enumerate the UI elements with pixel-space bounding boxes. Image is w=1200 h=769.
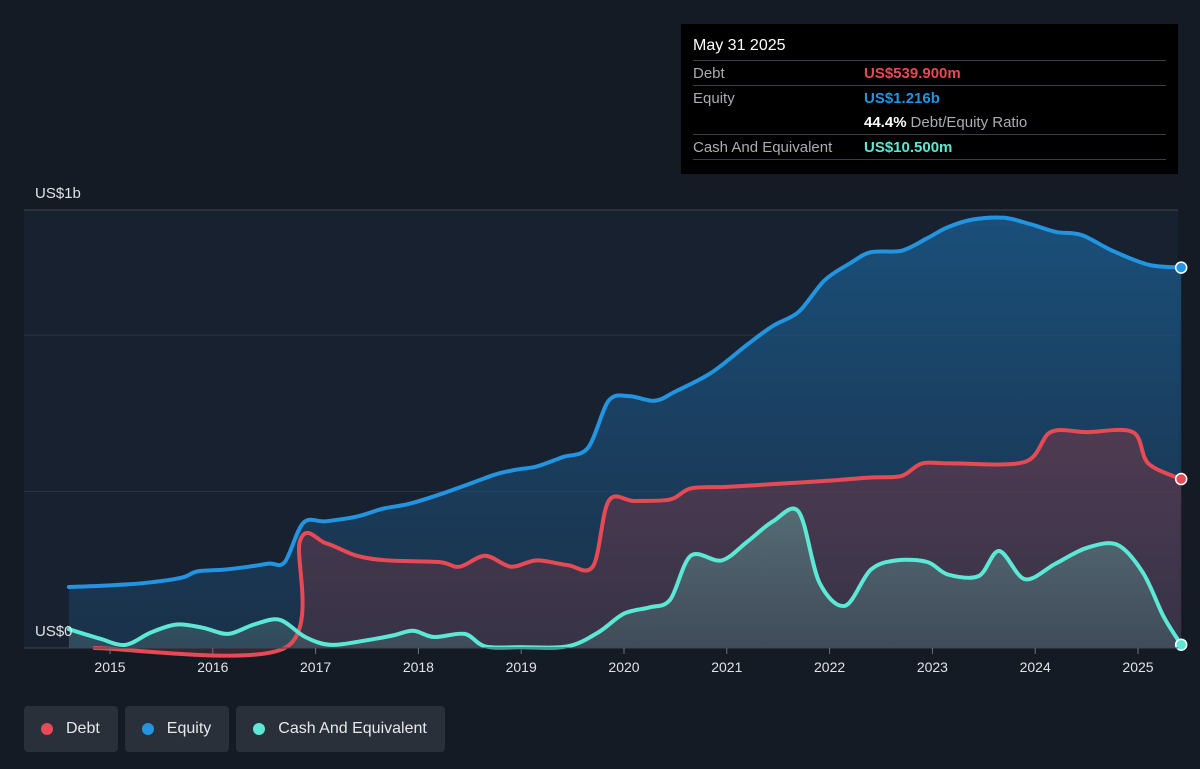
x-tick-label: 2024 (1020, 659, 1051, 675)
x-axis: 2015 2016 2017 2018 2019 2020 2021 2022 2023 2024… (24, 647, 1178, 675)
legend-cash-label: Cash And Equivalent (278, 720, 427, 737)
legend-cash-dot (253, 723, 266, 735)
x-tick-label: 2015 (94, 659, 125, 675)
tooltip-cash-row: Cash And Equivalent US$10.500m (693, 134, 1166, 160)
series-areas (68, 217, 1182, 656)
debt-endpoint (1174, 472, 1188, 486)
legend-item-equity[interactable]: Equity (124, 706, 230, 752)
x-tick-label: 2020 (608, 659, 639, 675)
tooltip-debt-label: Debt (693, 64, 725, 82)
x-tick-label: 2022 (814, 659, 845, 675)
tooltip-debt-row: Debt US$539.900m (693, 60, 1166, 85)
x-tick-label: 2017 (300, 659, 331, 675)
y-axis-zero-label: US$0 (35, 623, 73, 640)
tooltip-equity-value: US$1.216b (864, 89, 940, 107)
x-tick-label: 2023 (917, 659, 948, 675)
legend-item-cash[interactable]: Cash And Equivalent (236, 706, 445, 752)
equity-line (66, 215, 1184, 589)
x-tick-label: 2025 (1122, 659, 1153, 675)
legend-debt-dot (41, 723, 53, 735)
cash-and-equivalent-area (68, 508, 1182, 648)
y-axis-top-label: US$1b (35, 185, 81, 202)
chart-legend: Debt Equity Cash And Equivalent (24, 706, 445, 752)
x-tick-label: 2021 (711, 659, 742, 675)
tooltip-equity-row: Equity US$1.216b (693, 85, 1166, 110)
series-endpoints (1174, 261, 1188, 651)
tooltip-cash-value: US$10.500m (864, 138, 953, 156)
legend-equity-dot (141, 723, 154, 735)
legend-item-debt[interactable]: Debt (24, 706, 118, 752)
legend-equity-label: Equity (166, 720, 212, 737)
legend-debt-label: Debt (66, 720, 100, 737)
x-tick-label: 2016 (197, 659, 228, 675)
series-lines (66, 215, 1184, 658)
tooltip-ratio-label: Debt/Equity Ratio (910, 113, 1028, 131)
cash-and-equivalent-line (66, 506, 1184, 650)
tooltip-date: May 31 2025 (693, 37, 786, 54)
tooltip-equity-label: Equity (693, 89, 735, 107)
x-tick-label: 2019 (506, 659, 537, 675)
tooltip-ratio-value: 44.4% (864, 113, 907, 131)
equity-endpoint (1174, 261, 1188, 274)
tooltip-cash-label: Cash And Equivalent (693, 138, 833, 156)
data-tooltip: May 31 2025 Debt US$539.900m Equity US$1… (681, 24, 1178, 174)
debt-line (92, 427, 1184, 658)
x-tick-label: 2018 (403, 659, 434, 675)
tooltip-ratio-row: 44.4% Debt/Equity Ratio (693, 110, 1166, 134)
cash-and-equivalent-endpoint (1174, 638, 1188, 651)
tooltip-debt-value: US$539.900m (864, 64, 961, 82)
